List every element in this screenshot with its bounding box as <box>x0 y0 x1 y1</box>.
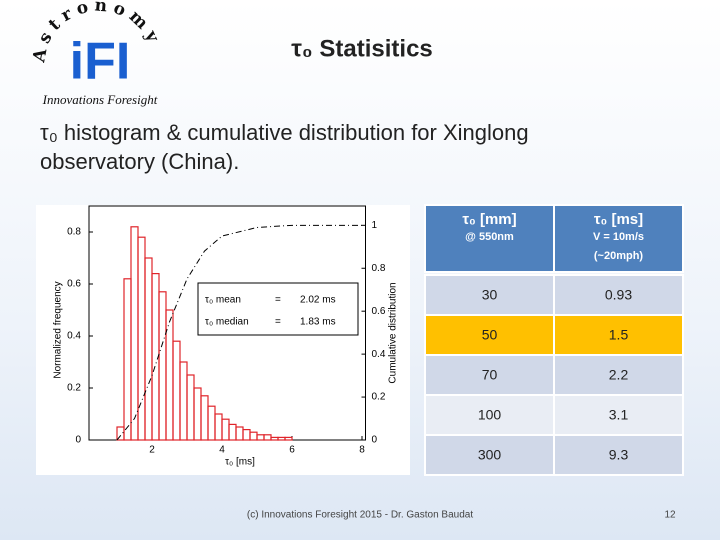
y2-tick-label: 1 <box>372 220 378 231</box>
header-text: τ₀ [ms] <box>594 211 643 228</box>
cell-text: 70 <box>482 367 498 383</box>
logo-mark: iFI <box>70 33 131 91</box>
y2-axis-label: Cumulative distribution <box>388 282 399 383</box>
cell-text: 50 <box>482 327 498 343</box>
header-text: @ 550nm <box>465 231 514 243</box>
footer: (c) Innovations Foresight 2015 - Dr. Gas… <box>247 510 473 521</box>
logo-name: Innovations Foresight <box>42 92 158 107</box>
y2-tick-label: 0 <box>372 435 378 446</box>
y-tick-label: 0.4 <box>67 331 81 342</box>
table-cell <box>424 314 555 356</box>
table-cell <box>553 274 684 316</box>
subtitle-box: τ₀ histogram & cumulative distribution f… <box>40 120 529 174</box>
header-cell <box>553 204 684 273</box>
stats-box <box>197 282 359 336</box>
x-tick-label: 8 <box>359 445 365 456</box>
cell-text: 0.93 <box>605 287 632 303</box>
table-cell <box>424 394 555 436</box>
table-cell <box>553 314 684 356</box>
x-tick-label: 6 <box>289 445 295 456</box>
header-text: τ₀ [mm] <box>462 211 516 228</box>
x-tick-label: 4 <box>219 445 225 456</box>
y2-tick-label: 0.8 <box>372 263 386 274</box>
stats-text: 1.83 ms <box>300 317 336 328</box>
y-tick-label: 0 <box>75 435 81 446</box>
y2-tick-label: 0.2 <box>372 392 386 403</box>
cumulative-line <box>116 224 362 441</box>
subtitle: τ₀ histogram & cumulative distribution f… <box>40 120 529 174</box>
title: τ₀ Statisitics <box>291 35 433 62</box>
cell-text: 3.1 <box>609 407 629 423</box>
x-axis-label: τ₀ [ms] <box>225 457 255 468</box>
y-tick-label: 0.6 <box>67 279 81 290</box>
page-number: 12 <box>664 510 676 521</box>
stats-text: τ₀ mean <box>205 295 241 306</box>
table-cell <box>424 274 555 316</box>
y-axis-label: Normalized frequency <box>53 281 64 378</box>
cell-text: 2.2 <box>609 367 629 383</box>
header-text: V = 10m/s <box>593 231 644 243</box>
histogram-bar <box>284 436 293 441</box>
cell-text: 1.5 <box>609 327 629 343</box>
table: τ₀ [mm] @ 550nm τ₀ [ms] V = 10m/s (~20mph) 30… <box>424 204 684 476</box>
chart-bg <box>36 205 410 475</box>
y-tick-label: 0.8 <box>67 227 81 238</box>
table-cell <box>553 434 684 476</box>
cell-text: 300 <box>478 447 502 463</box>
table-cell <box>553 354 684 396</box>
y2-tick-label: 0.4 <box>372 349 386 360</box>
y2-tick-label: 0.6 <box>372 306 386 317</box>
stats-text: 2.02 ms <box>300 295 336 306</box>
stats-text: = <box>275 317 281 328</box>
stats-text: τ₀ median <box>205 317 249 328</box>
header-text: (~20mph) <box>594 250 644 262</box>
cell-text: 9.3 <box>609 447 629 463</box>
y-tick-label: 0.2 <box>67 383 81 394</box>
cell-text: 30 <box>482 287 498 303</box>
cell-text: 100 <box>478 407 502 423</box>
stats-text: = <box>275 295 281 306</box>
x-tick-label: 2 <box>149 445 155 456</box>
